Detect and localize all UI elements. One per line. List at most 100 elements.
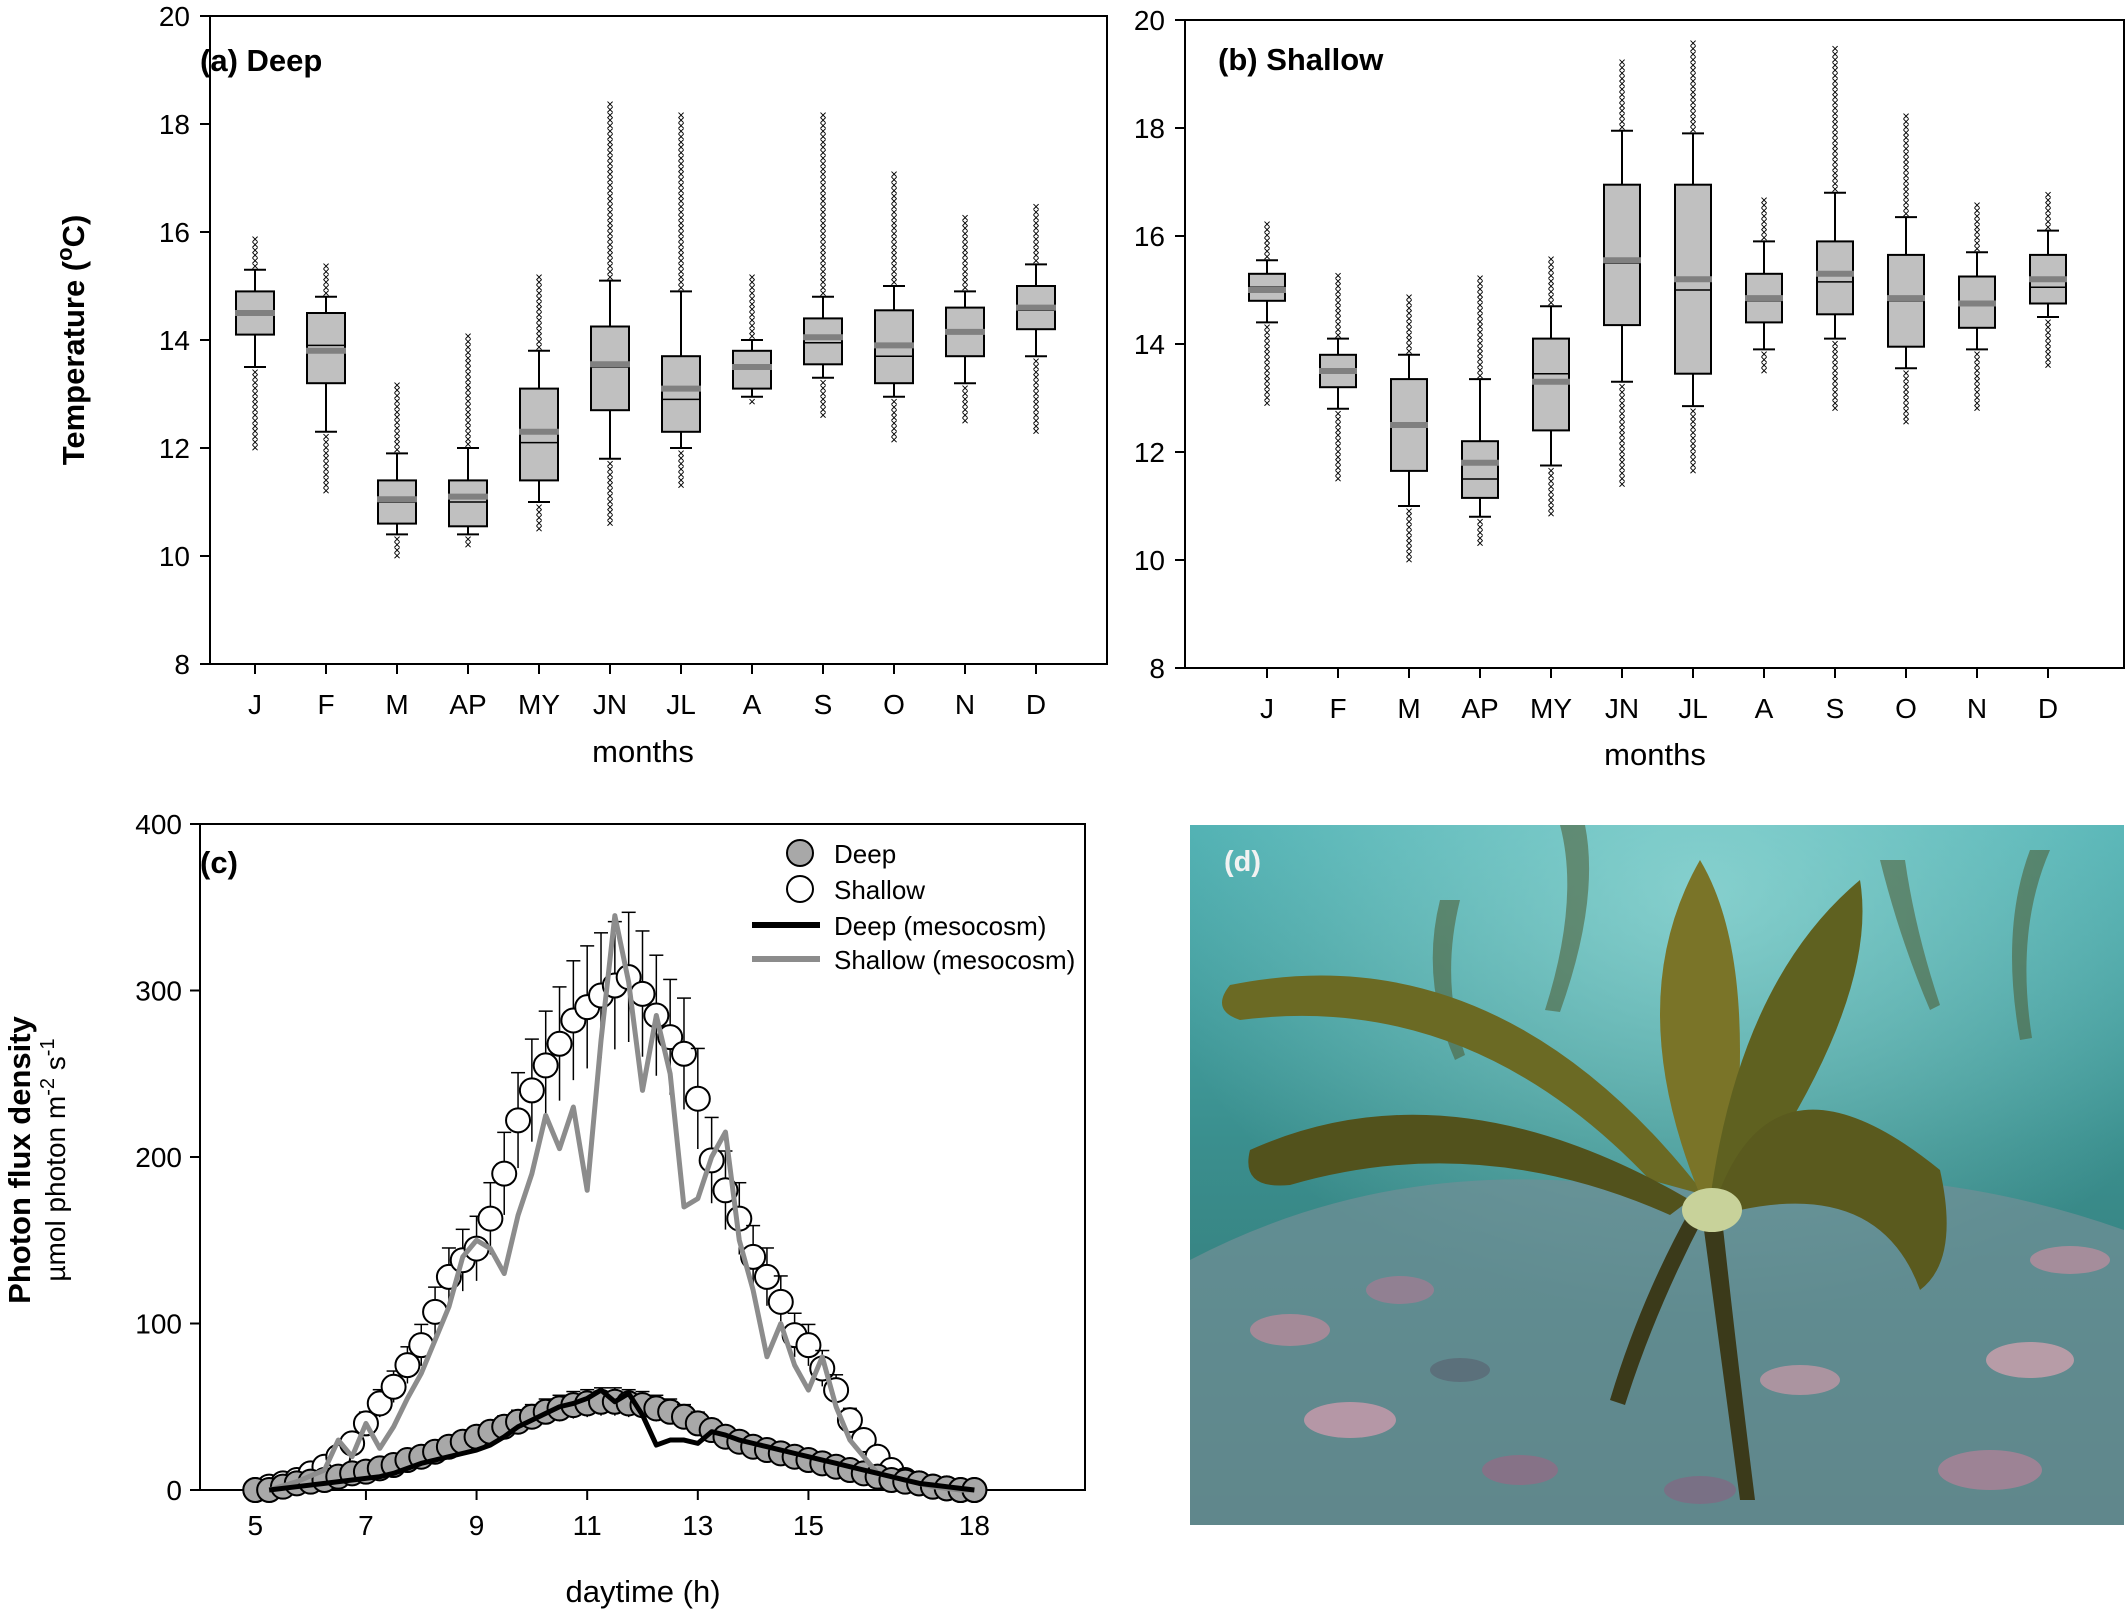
y-tick-label: 20 [1134, 5, 1165, 36]
outlier-mark: × [1334, 268, 1342, 283]
outlier-mark: × [606, 194, 614, 209]
outlier-mark: × [1032, 242, 1040, 257]
outlier-mark: × [606, 264, 614, 279]
outlier-mark: × [251, 258, 259, 273]
outlier-mark: × [393, 431, 401, 446]
outlier-mark: × [1476, 368, 1484, 383]
outlier-mark: × [1831, 84, 1839, 99]
outlier-mark: × [1263, 368, 1271, 383]
outlier-mark: × [1618, 395, 1626, 410]
outlier-mark: × [535, 269, 543, 284]
outlier-mark: × [251, 397, 259, 412]
legend-label-shallow-mesocosm: Shallow (mesocosm) [834, 945, 1075, 975]
outlier-mark: × [1831, 181, 1839, 196]
x-tick-label: A [743, 689, 762, 720]
x-axis-label: months [1604, 737, 1706, 772]
outlier-mark: × [1618, 471, 1626, 486]
outlier-mark: × [677, 113, 685, 128]
box-iqr [448, 479, 488, 528]
outlier-mark: × [1973, 352, 1981, 367]
outlier-mark: × [1263, 233, 1271, 248]
outlier-mark: × [890, 426, 898, 441]
outlier-mark: × [1689, 436, 1697, 451]
outlier-mark: × [1831, 363, 1839, 378]
outlier-mark: × [1831, 63, 1839, 78]
outlier-mark: × [606, 199, 614, 214]
box-plot-F: ××××××××××××××××××××××××× [1319, 268, 1357, 486]
outlier-mark: × [1405, 338, 1413, 353]
outlier-mark: × [464, 393, 472, 408]
outlier-mark: × [1689, 117, 1697, 132]
outlier-mark: × [1476, 341, 1484, 356]
outlier-mark: × [1760, 347, 1768, 362]
x-tick-label: 13 [682, 1510, 713, 1541]
outlier-mark: × [819, 280, 827, 295]
outlier-mark: × [961, 381, 969, 396]
outlier-mark: × [2044, 187, 2052, 202]
outlier-mark: × [1618, 98, 1626, 113]
outlier-mark: × [1476, 330, 1484, 345]
outlier-mark: × [1973, 401, 1981, 416]
outlier-mark: × [1032, 424, 1040, 439]
outlier-mark: × [748, 291, 756, 306]
outlier-mark: × [1476, 287, 1484, 302]
outlier-mark: × [606, 188, 614, 203]
outlier-mark: × [1689, 420, 1697, 435]
outlier-mark: × [606, 96, 614, 111]
outlier-mark: × [961, 237, 969, 252]
outlier-mark: × [464, 377, 472, 392]
outlier-mark: × [606, 472, 614, 487]
outlier-mark: × [1405, 530, 1413, 545]
box-iqr [1816, 240, 1854, 316]
outlier-mark: × [606, 183, 614, 198]
outlier-mark: × [1334, 428, 1342, 443]
outlier-mark: × [1547, 284, 1555, 299]
outlier-mark: × [1334, 300, 1342, 315]
outlier-mark: × [1476, 308, 1484, 323]
outlier-mark: × [677, 177, 685, 192]
outlier-mark: × [1032, 204, 1040, 219]
outlier-mark: × [1689, 430, 1697, 445]
outlier-mark: × [1263, 320, 1271, 335]
outlier-mark: × [890, 226, 898, 241]
outlier-mark: × [1973, 395, 1981, 410]
outlier-mark: × [322, 264, 330, 279]
outlier-mark: × [890, 215, 898, 230]
outlier-mark: × [1547, 479, 1555, 494]
outlier-mark: × [819, 269, 827, 284]
x-tick-label: JN [593, 689, 627, 720]
outlier-mark: × [748, 329, 756, 344]
outlier-mark: × [1689, 46, 1697, 61]
outlier-mark: × [1689, 79, 1697, 94]
outlier-mark: × [961, 210, 969, 225]
outlier-mark: × [1973, 358, 1981, 373]
outlier-mark: × [251, 375, 259, 390]
y-tick-label: 10 [1134, 545, 1165, 576]
outlier-mark: × [677, 467, 685, 482]
outlier-mark: × [1973, 374, 1981, 389]
outlier-mark: × [677, 280, 685, 295]
outlier-mark: × [535, 291, 543, 306]
y-tick-label: 12 [1134, 437, 1165, 468]
x-tick-label: J [1260, 693, 1274, 724]
outlier-mark: × [393, 532, 401, 547]
outlier-mark: × [464, 372, 472, 387]
outlier-mark: × [1263, 244, 1271, 259]
outlier-mark: × [606, 177, 614, 192]
outlier-mark: × [535, 323, 543, 338]
outlier-mark: × [2044, 214, 2052, 229]
outlier-mark: × [2044, 358, 2052, 373]
outlier-mark: × [322, 456, 330, 471]
outlier-mark: × [890, 432, 898, 447]
outlier-mark: × [1476, 362, 1484, 377]
y-tick-label: 8 [174, 649, 190, 680]
outlier-mark: × [819, 381, 827, 396]
outlier-mark: × [677, 462, 685, 477]
box-plot-A: ×××××××××××× [1745, 192, 1783, 378]
outlier-mark: × [1334, 449, 1342, 464]
data-point [505, 1107, 532, 1134]
outlier-mark: × [677, 129, 685, 144]
outlier-mark: × [677, 161, 685, 176]
outlier-mark: × [1405, 514, 1413, 529]
